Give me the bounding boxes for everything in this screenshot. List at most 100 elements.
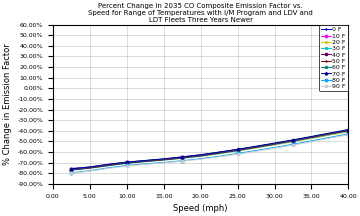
- 70 F: [198, 154, 203, 156]
- Line: 30 F: 30 F: [70, 130, 350, 172]
- 10 F: [125, 161, 129, 164]
- 30 F: [198, 155, 203, 157]
- 60 F: [309, 135, 314, 138]
- Line: 60 F: 60 F: [70, 129, 350, 171]
- 70 F: [328, 132, 332, 134]
- 40 F: [254, 146, 258, 149]
- 70 F: [273, 142, 277, 144]
- 60 F: [180, 156, 184, 159]
- 70 F: [143, 159, 148, 162]
- 20 F: [273, 144, 277, 146]
- 20 F: [235, 150, 240, 152]
- 90 F: [69, 172, 73, 175]
- 70 F: [180, 156, 184, 158]
- 60 F: [143, 159, 148, 162]
- 60 F: [69, 168, 73, 171]
- 90 F: [346, 133, 351, 136]
- Y-axis label: % Change in Emission Factor: % Change in Emission Factor: [3, 43, 12, 165]
- 70 F: [217, 151, 221, 154]
- 60 F: [198, 154, 203, 156]
- 50 F: [143, 160, 148, 162]
- 20 F: [125, 162, 129, 165]
- 20 F: [328, 134, 332, 136]
- 30 F: [328, 133, 332, 136]
- Line: 20 F: 20 F: [70, 130, 350, 172]
- 10 F: [143, 160, 148, 162]
- 90 F: [180, 160, 184, 162]
- 30 F: [162, 159, 166, 161]
- 10 F: [235, 149, 240, 151]
- 70 F: [162, 157, 166, 160]
- 80 F: [198, 157, 203, 160]
- 0 F: [106, 163, 111, 166]
- 0 F: [328, 133, 332, 135]
- 90 F: [291, 144, 295, 146]
- 0 F: [346, 130, 351, 132]
- 20 F: [198, 155, 203, 158]
- 80 F: [180, 159, 184, 162]
- 20 F: [69, 169, 73, 172]
- 80 F: [346, 132, 351, 135]
- 60 F: [162, 158, 166, 160]
- 10 F: [217, 152, 221, 154]
- 10 F: [88, 166, 92, 168]
- 90 F: [328, 137, 332, 140]
- 30 F: [273, 143, 277, 146]
- 80 F: [235, 152, 240, 155]
- 0 F: [254, 145, 258, 148]
- 60 F: [106, 164, 111, 166]
- 10 F: [273, 143, 277, 146]
- 60 F: [273, 142, 277, 145]
- 0 F: [162, 158, 166, 160]
- 50 F: [69, 168, 73, 171]
- 10 F: [309, 137, 314, 139]
- Title: Percent Change in 2035 CO Composite Emission Factor vs.
Speed for Range of Tempe: Percent Change in 2035 CO Composite Emis…: [88, 3, 313, 23]
- 50 F: [217, 151, 221, 154]
- 30 F: [346, 130, 351, 132]
- 30 F: [217, 152, 221, 155]
- 40 F: [198, 155, 203, 157]
- Legend: 0 F, 10 F, 20 F, 30 F, 40 F, 50 F, 60 F, 70 F, 80 F, 90 F: 0 F, 10 F, 20 F, 30 F, 40 F, 50 F, 60 F,…: [319, 25, 348, 91]
- 20 F: [162, 159, 166, 161]
- 80 F: [328, 136, 332, 139]
- 50 F: [106, 164, 111, 166]
- 90 F: [88, 170, 92, 173]
- 90 F: [309, 140, 314, 143]
- 30 F: [180, 157, 184, 160]
- 80 F: [88, 169, 92, 172]
- 60 F: [254, 145, 258, 148]
- 40 F: [235, 149, 240, 152]
- 40 F: [162, 159, 166, 161]
- Line: 70 F: 70 F: [70, 128, 350, 170]
- 60 F: [291, 139, 295, 141]
- 30 F: [291, 140, 295, 143]
- 80 F: [254, 149, 258, 152]
- 90 F: [254, 150, 258, 153]
- 0 F: [180, 156, 184, 158]
- 10 F: [162, 158, 166, 160]
- 30 F: [143, 160, 148, 163]
- 40 F: [106, 164, 111, 167]
- 10 F: [106, 163, 111, 166]
- 0 F: [143, 159, 148, 162]
- Line: 0 F: 0 F: [70, 129, 350, 170]
- 0 F: [125, 161, 129, 164]
- 70 F: [254, 145, 258, 148]
- 50 F: [273, 142, 277, 145]
- 80 F: [143, 163, 148, 165]
- 10 F: [254, 146, 258, 149]
- 90 F: [217, 156, 221, 158]
- 90 F: [106, 167, 111, 170]
- 50 F: [346, 129, 351, 132]
- 20 F: [88, 167, 92, 170]
- 70 F: [106, 163, 111, 166]
- 30 F: [254, 146, 258, 149]
- 10 F: [328, 133, 332, 136]
- 80 F: [291, 143, 295, 146]
- 20 F: [291, 140, 295, 143]
- Line: 90 F: 90 F: [70, 133, 350, 175]
- 70 F: [88, 166, 92, 168]
- Line: 40 F: 40 F: [70, 129, 350, 171]
- 60 F: [125, 161, 129, 164]
- Line: 50 F: 50 F: [70, 129, 350, 171]
